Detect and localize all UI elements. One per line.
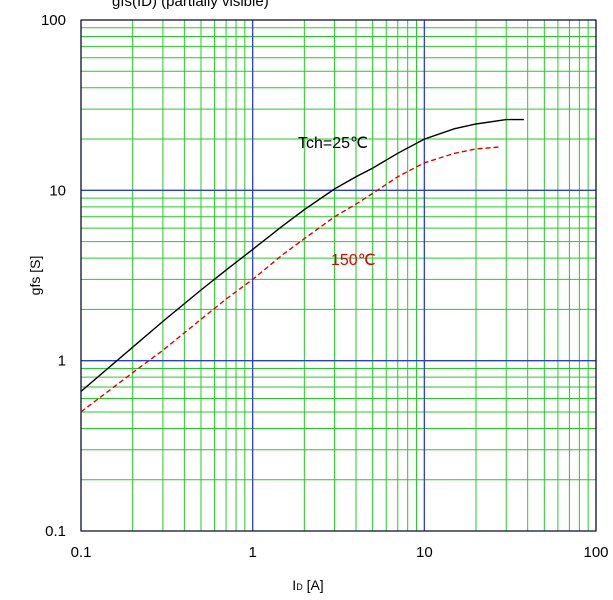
y-axis-title: gfs [S] xyxy=(27,256,43,296)
x-tick-label: 0.1 xyxy=(71,544,92,561)
series-label-150c: 150℃ xyxy=(331,252,376,269)
y-tick-label: 0.1 xyxy=(45,523,66,540)
x-axis-title: ID [A] xyxy=(292,577,323,593)
x-tick-label: 10 xyxy=(416,544,433,561)
x-axis-title-main: I xyxy=(292,577,296,593)
x-axis-title-unit: [A] xyxy=(303,577,324,593)
y-tick-labels: 0.1 1 10 100 xyxy=(41,12,66,540)
minor-grid xyxy=(81,20,596,531)
y-tick-label: 100 xyxy=(41,12,66,29)
y-tick-label: 10 xyxy=(49,182,66,199)
series-line-25c xyxy=(80,118,524,392)
major-grid xyxy=(80,19,597,532)
x-axis-title-sub: D xyxy=(296,582,303,592)
series-line-150c xyxy=(80,146,502,413)
series-layer xyxy=(80,118,524,413)
chart-title: gfs(ID) (partially visible) xyxy=(112,0,269,10)
y-tick-label: 1 xyxy=(58,353,66,370)
x-tick-label: 100 xyxy=(583,544,608,561)
x-tick-labels: 0.1 1 10 100 xyxy=(71,544,609,561)
x-tick-label: 1 xyxy=(248,544,256,561)
series-label-25c: Tch=25℃ xyxy=(298,135,368,152)
plot-frame xyxy=(80,19,597,532)
